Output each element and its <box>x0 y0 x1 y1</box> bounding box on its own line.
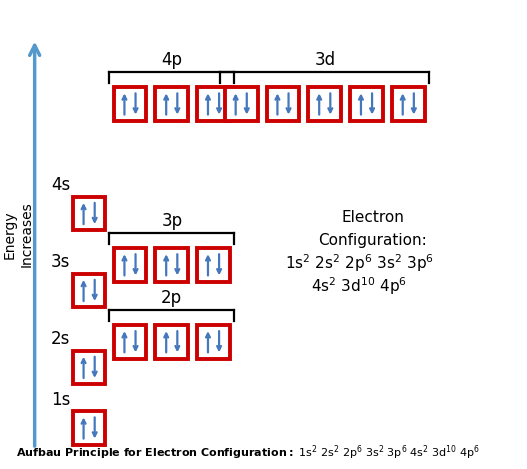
Bar <box>114 87 147 121</box>
Bar <box>267 87 299 121</box>
Text: 4s$^2$ 3d$^{10}$ 4p$^6$: 4s$^2$ 3d$^{10}$ 4p$^6$ <box>311 276 407 297</box>
Bar <box>155 325 188 358</box>
Bar <box>73 274 105 307</box>
Bar <box>392 87 425 121</box>
Bar <box>197 248 230 281</box>
Bar <box>155 248 188 281</box>
Text: 2s: 2s <box>51 330 71 348</box>
Text: Electron: Electron <box>341 210 404 225</box>
Bar <box>155 87 188 121</box>
Text: Configuration:: Configuration: <box>318 234 427 249</box>
Bar <box>73 351 105 384</box>
Text: 3p: 3p <box>161 212 182 230</box>
Text: 3d: 3d <box>314 52 335 69</box>
Text: 4s: 4s <box>51 176 71 195</box>
Bar <box>114 248 147 281</box>
Bar <box>73 197 105 230</box>
Bar <box>114 325 147 358</box>
Bar <box>308 87 341 121</box>
Text: 4p: 4p <box>161 52 182 69</box>
Text: 2p: 2p <box>161 289 182 307</box>
Text: $\bf{Aufbau\ Principle\ for\ Electron\ Configuration:}$ 1s$^2$ 2s$^2$ 2p$^6$ 3s$: $\bf{Aufbau\ Principle\ for\ Electron\ C… <box>16 443 481 462</box>
Text: 3s: 3s <box>51 253 71 272</box>
Text: Energy
Increases: Energy Increases <box>2 202 34 267</box>
Bar <box>197 325 230 358</box>
Bar <box>350 87 383 121</box>
Text: 1s: 1s <box>51 391 71 409</box>
Bar <box>197 87 230 121</box>
Bar <box>225 87 258 121</box>
Bar <box>73 411 105 445</box>
Text: 1s$^2$ 2s$^2$ 2p$^6$ 3s$^2$ 3p$^6$: 1s$^2$ 2s$^2$ 2p$^6$ 3s$^2$ 3p$^6$ <box>285 252 434 274</box>
